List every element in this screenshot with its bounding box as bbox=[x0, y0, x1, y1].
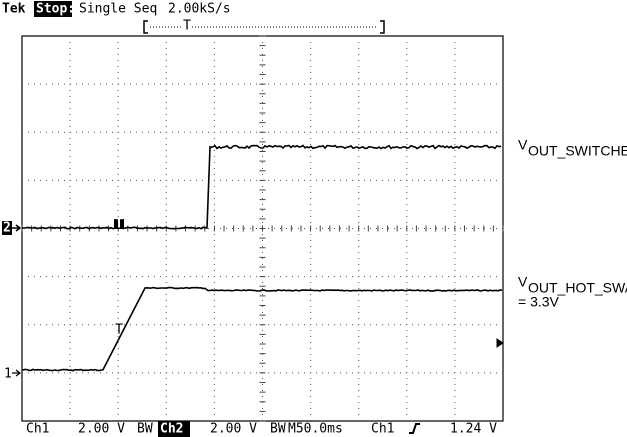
trigger-level: 1.24 V bbox=[450, 422, 497, 437]
switcher-label: V bbox=[518, 137, 528, 153]
ch1-scale: 2.00 V bbox=[78, 422, 125, 437]
hot-swap-sub: OUT_HOT_SWAP bbox=[528, 280, 627, 296]
trigger-marker-box bbox=[114, 219, 124, 229]
ch1-label: Ch1 bbox=[26, 422, 49, 437]
ch2-marker: 2 bbox=[3, 221, 11, 236]
trigger-point: T bbox=[115, 323, 123, 338]
timebase: M50.0ms bbox=[288, 422, 343, 437]
record-bracket bbox=[143, 20, 385, 34]
hot-swap-label: V bbox=[518, 274, 528, 290]
trigger-slope bbox=[409, 423, 420, 434]
trigger-marker: T bbox=[115, 217, 123, 232]
ch2-arrow bbox=[12, 224, 22, 232]
trigger-source: Ch1 bbox=[371, 422, 394, 437]
hot-swap-note: = 3.3V bbox=[518, 294, 560, 310]
brand: Tek bbox=[2, 2, 26, 17]
sample-rate: 2.00kS/s bbox=[168, 2, 231, 17]
ch2-marker-box bbox=[2, 221, 12, 235]
ch1-arrow bbox=[12, 369, 21, 377]
ch2-label: Ch2 bbox=[160, 422, 183, 437]
ch2-trace bbox=[22, 144, 502, 230]
status: Stop: bbox=[36, 2, 75, 17]
ch1-bw: BW bbox=[137, 422, 153, 437]
trigger-level-arrow bbox=[496, 338, 504, 348]
status-box bbox=[34, 1, 72, 17]
ch1-marker: 1 bbox=[4, 367, 12, 382]
switcher-sub: OUT_SWITCHER bbox=[528, 143, 627, 159]
ch1-trace bbox=[21, 286, 502, 372]
ch2-label-box bbox=[158, 421, 190, 437]
ch2-bw: BW bbox=[270, 422, 286, 437]
mode: Single Seq bbox=[79, 2, 157, 17]
ch2-scale: 2.00 V bbox=[210, 422, 257, 437]
record-trigger: T bbox=[183, 19, 191, 34]
